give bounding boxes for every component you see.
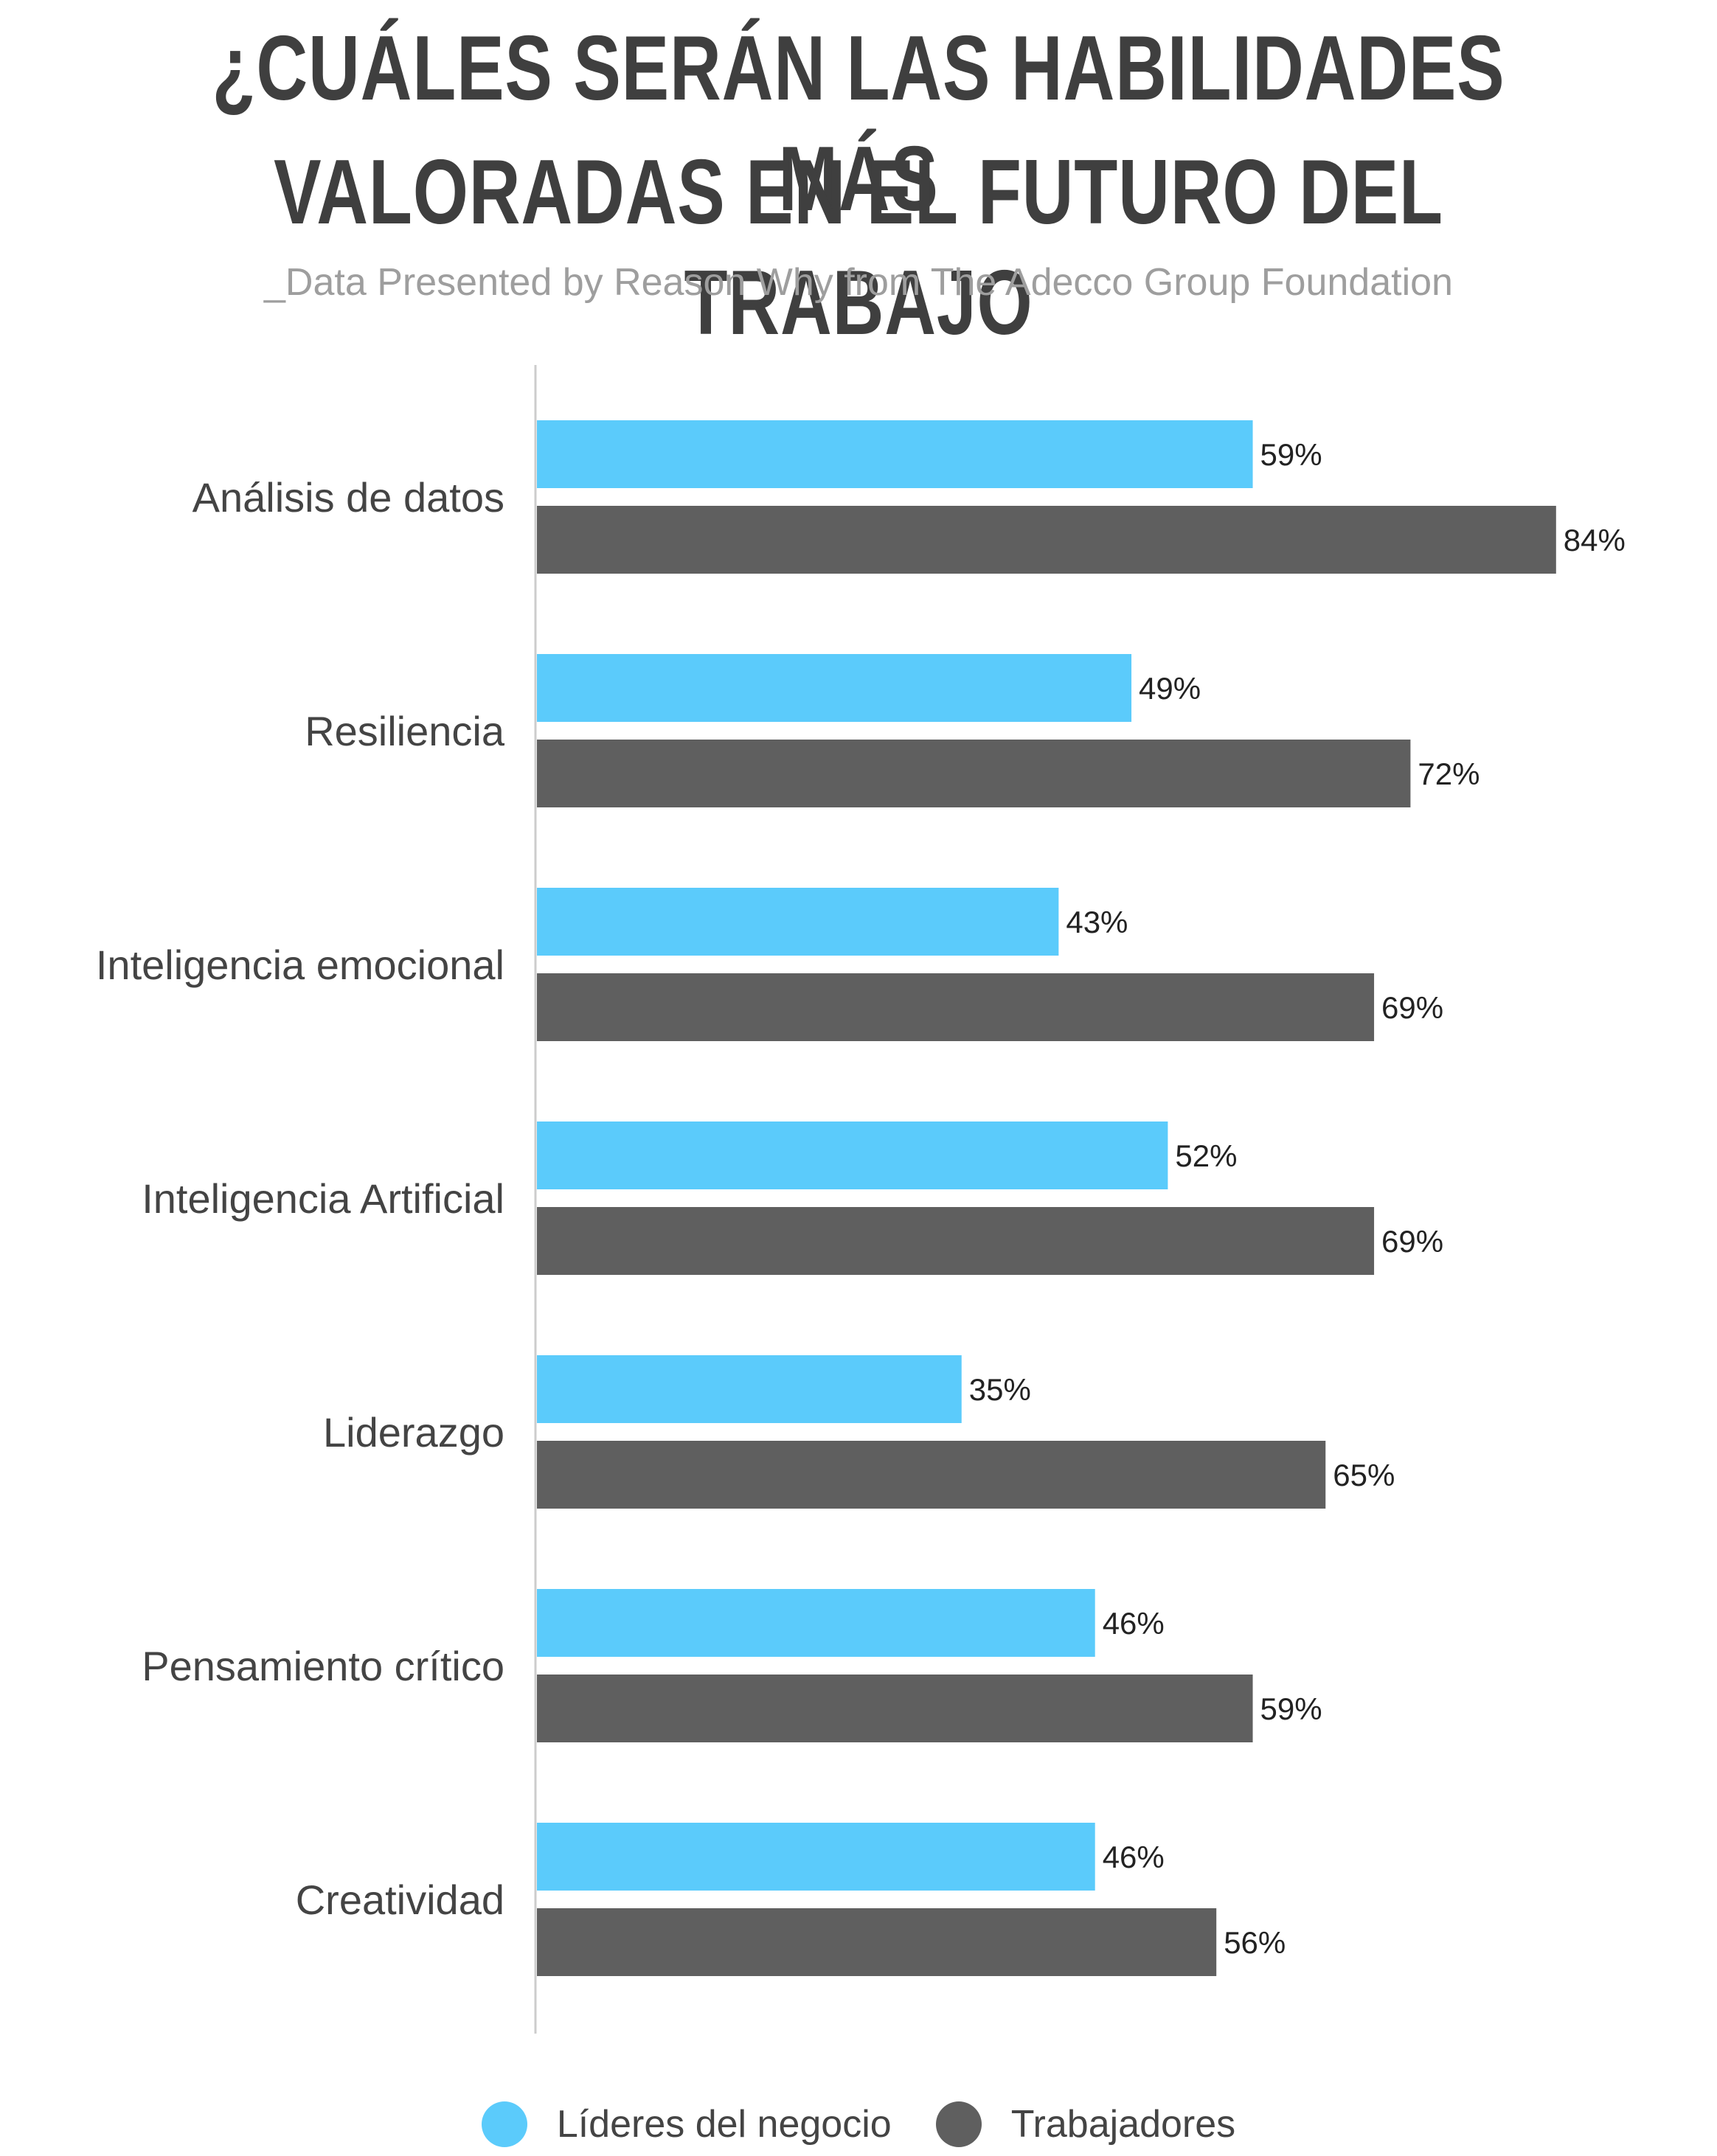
value-label-trabajadores-pensamiento-critico: 59% [1260,1691,1322,1726]
category-label-creatividad: Creatividad [296,1877,504,1923]
chart-title-line-2: VALORADAS EN EL FUTURO DEL TRABAJO [274,142,1443,354]
value-label-trabajadores-inteligencia-artificial: 69% [1381,1224,1443,1259]
bar-trabajadores-pensamiento-critico [537,1675,1253,1742]
category-label-inteligencia-emocional: Inteligencia emocional [96,942,504,988]
bar-trabajadores-liderazgo [537,1441,1326,1509]
category-label-analisis-de-datos: Análisis de datos [192,474,504,521]
category-label-inteligencia-artificial: Inteligencia Artificial [142,1175,504,1222]
bar-lideres-del-negocio-analisis-de-datos [537,420,1253,488]
labels-group: Análisis de datos 59% 84% Resiliencia 49% 72%… [96,437,1626,1960]
value-label-lideres-del-negocio-pensamiento-critico: 46% [1103,1606,1165,1641]
bar-chart: Análisis de datos 59% 84% Resiliencia 49% 72%… [96,365,1626,2034]
value-label-trabajadores-creatividad: 56% [1224,1925,1286,1960]
value-label-trabajadores-analisis-de-datos: 84% [1564,523,1626,557]
legend-label-lideres: Líderes del negocio [556,2103,892,2146]
bar-trabajadores-analisis-de-datos [537,506,1556,574]
bars-group [537,420,1556,1976]
chart-subtitle: _Data Presented by Reason Why from The A… [264,261,1453,304]
value-label-trabajadores-liderazgo: 65% [1333,1458,1395,1492]
bar-trabajadores-inteligencia-artificial [537,1207,1375,1275]
legend-swatch-trabajadores [935,2101,982,2147]
value-label-lideres-del-negocio-inteligencia-emocional: 43% [1066,905,1128,939]
value-label-lideres-del-negocio-liderazgo: 35% [969,1372,1031,1407]
legend-item-lideres: Líderes del negocio [481,2101,892,2147]
value-label-lideres-del-negocio-analisis-de-datos: 59% [1260,437,1322,472]
bar-lideres-del-negocio-inteligencia-emocional [537,888,1059,956]
value-label-trabajadores-resiliencia: 72% [1418,757,1480,791]
bar-lideres-del-negocio-creatividad [537,1823,1095,1891]
value-label-lideres-del-negocio-creatividad: 46% [1103,1840,1165,1874]
value-label-lideres-del-negocio-inteligencia-artificial: 52% [1175,1138,1237,1173]
legend-item-trabajadores: Trabajadores [935,2101,1236,2147]
bar-trabajadores-inteligencia-emocional [537,973,1375,1041]
bar-lideres-del-negocio-liderazgo [537,1355,962,1423]
value-label-trabajadores-inteligencia-emocional: 69% [1381,990,1443,1025]
legend-label-trabajadores: Trabajadores [1010,2103,1236,2146]
category-label-liderazgo: Liderazgo [323,1409,504,1456]
bar-lideres-del-negocio-pensamiento-critico [537,1589,1095,1657]
bar-trabajadores-resiliencia [537,740,1411,807]
bar-lideres-del-negocio-inteligencia-artificial [537,1122,1168,1189]
chart-title-line-1: ¿CUÁLES SERÁN LAS HABILIDADES MÁS [212,18,1505,230]
category-label-pensamiento-critico: Pensamiento crítico [142,1643,504,1689]
bar-lideres-del-negocio-resiliencia [537,654,1132,722]
value-label-lideres-del-negocio-resiliencia: 49% [1139,671,1201,706]
legend-swatch-lideres [481,2101,527,2147]
bar-trabajadores-creatividad [537,1908,1217,1976]
category-label-resiliencia: Resiliencia [305,708,505,754]
legend: Líderes del negocio Trabajadores [0,2101,1717,2147]
